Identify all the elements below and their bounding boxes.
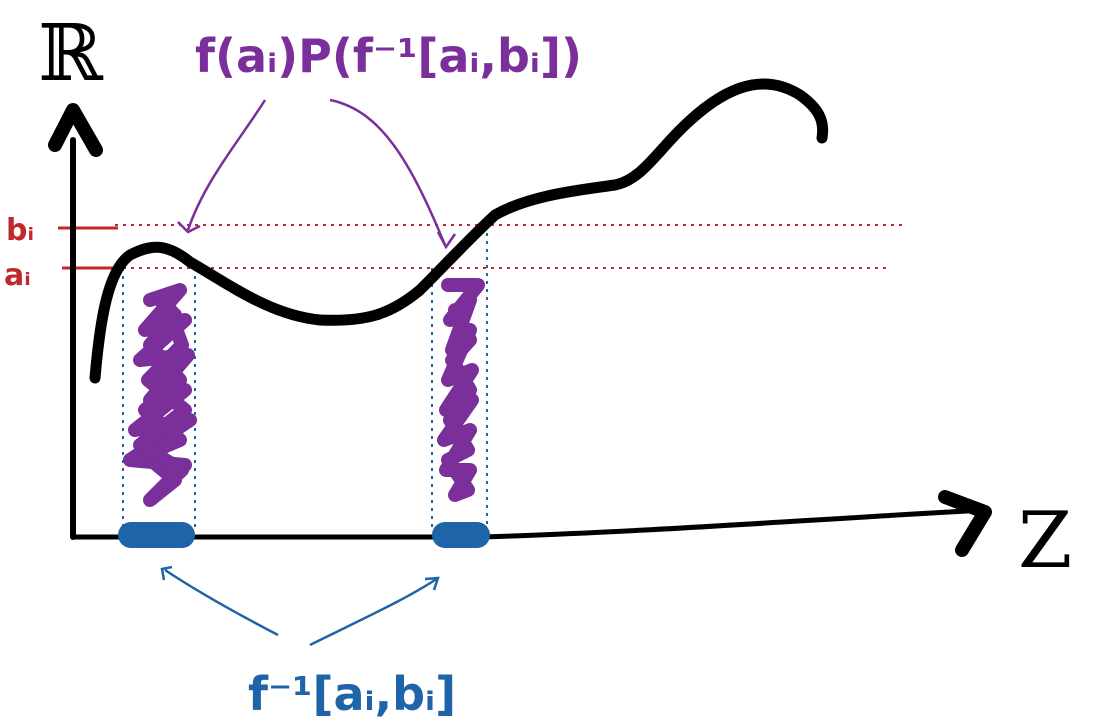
- blue-arrowhead-left: [160, 565, 173, 581]
- purple-arrow-left: [186, 99, 267, 231]
- purple-arrow-right: [329, 98, 447, 246]
- purple-arrowhead-left: [177, 221, 201, 234]
- preimage-area-1: [123, 283, 197, 507]
- x-axis: [70, 507, 988, 540]
- x-axis-label: Z: [1018, 496, 1072, 586]
- blue-arrowhead-right: [424, 576, 440, 591]
- interval2-bar: [432, 522, 490, 548]
- preimage-area-2: [437, 278, 485, 502]
- interval1-bar: [118, 522, 195, 548]
- blue-arrow-right: [309, 576, 439, 647]
- y-axis-label: ℝ: [38, 9, 104, 99]
- x-axis-arrowhead: [938, 490, 992, 557]
- function-curve: [89, 78, 829, 384]
- b-i-label: bᵢ: [6, 213, 34, 248]
- blue-arrow-left: [164, 568, 279, 637]
- purple-arrowhead-right: [436, 231, 457, 250]
- bottom-formula: f⁻¹[aᵢ,bᵢ]: [248, 667, 456, 721]
- top-formula: f(aᵢ)P(f⁻¹[aᵢ,bᵢ]): [195, 29, 582, 83]
- a-i-label: aᵢ: [4, 258, 31, 293]
- y-axis-arrowhead: [48, 103, 103, 157]
